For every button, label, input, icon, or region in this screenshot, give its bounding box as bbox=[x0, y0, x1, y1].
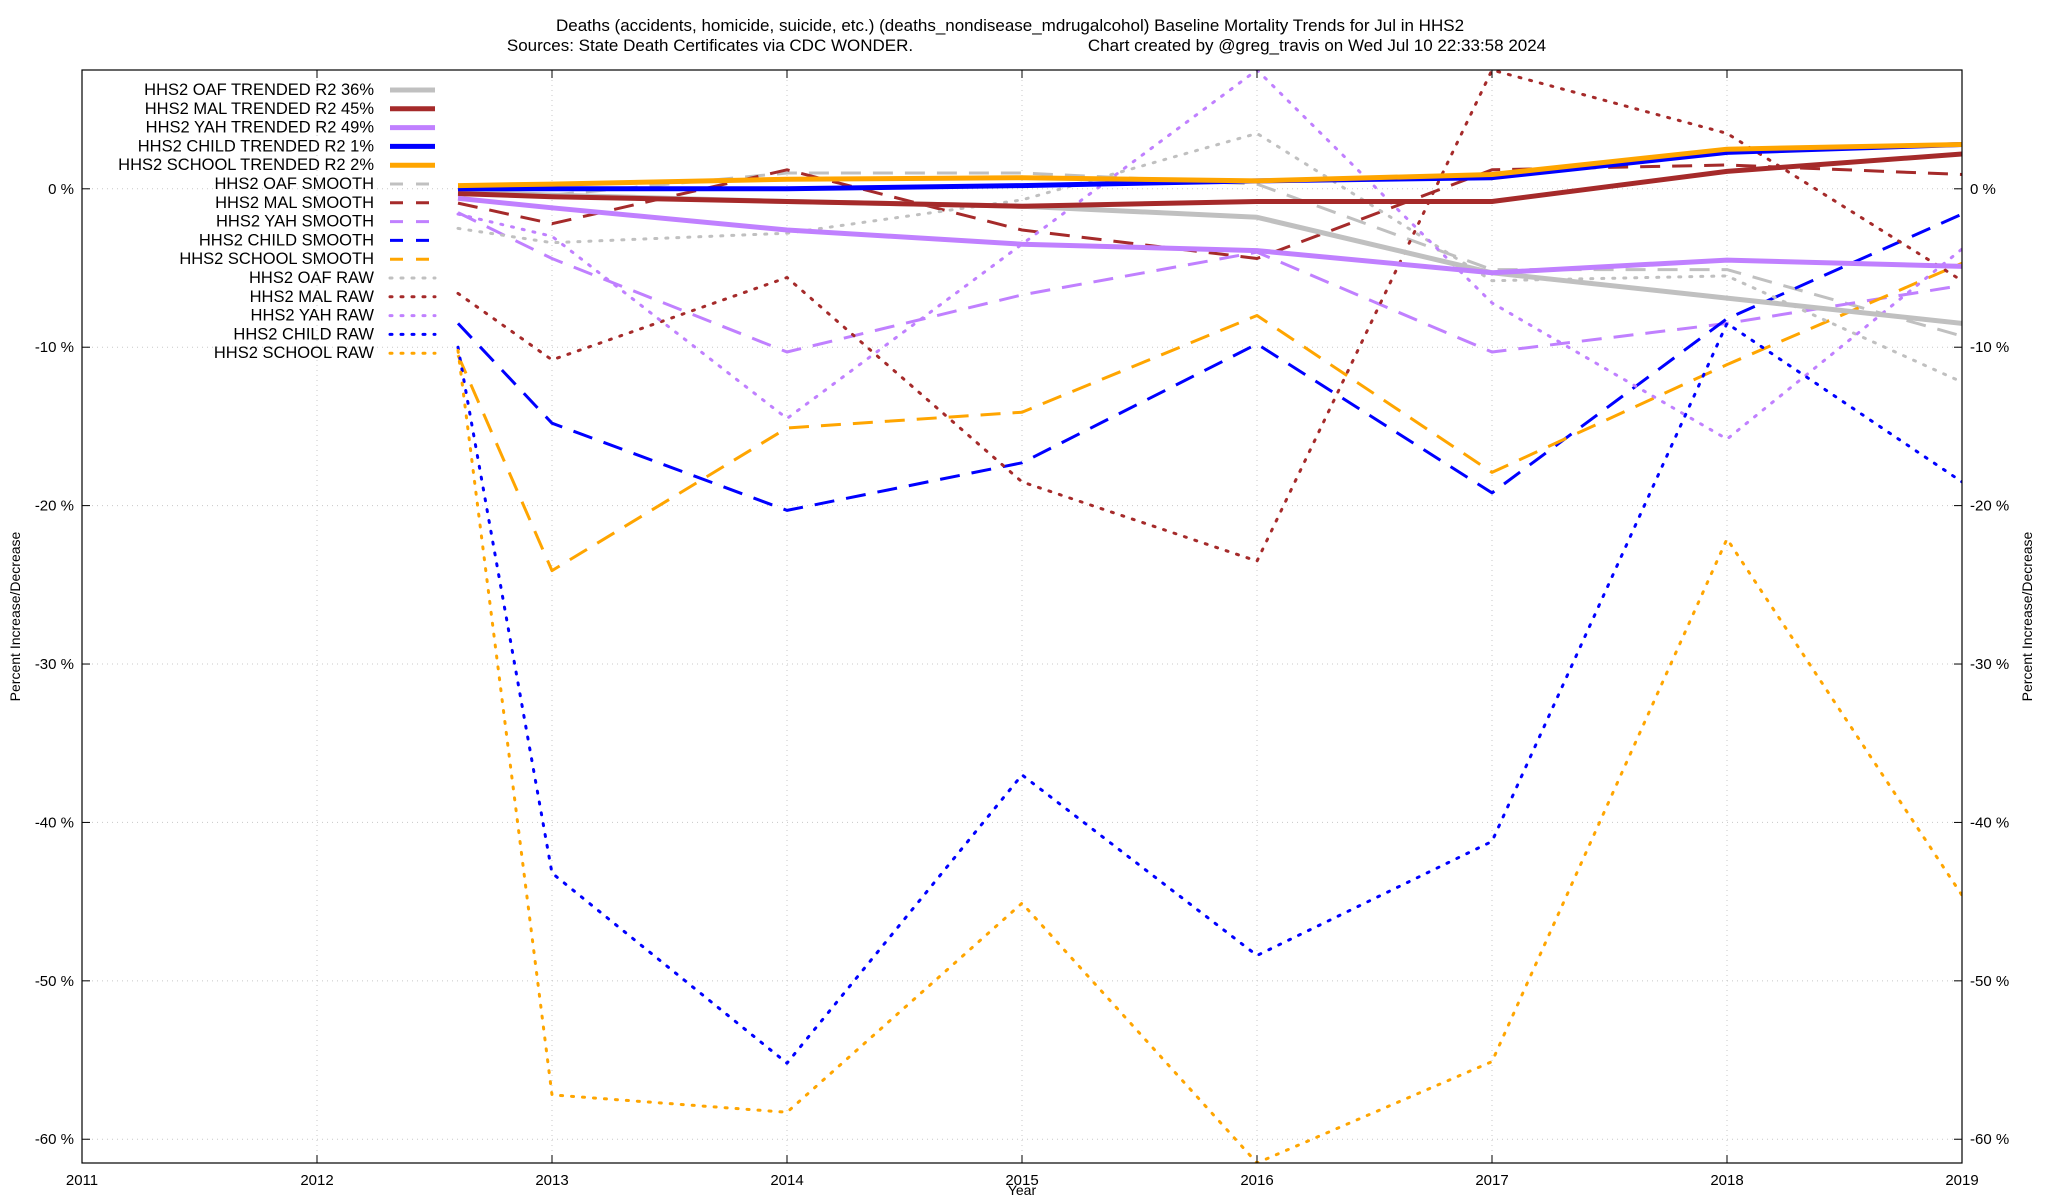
grid-lines bbox=[82, 70, 1962, 1163]
series-line-hhs2-oaf-trended-r2-36 bbox=[457, 189, 1962, 326]
y-tick-label-right: -30 % bbox=[1970, 656, 2009, 673]
x-tick-label: 2011 bbox=[66, 1172, 98, 1189]
y-tick-label-left: -20 % bbox=[35, 498, 74, 515]
legend-label: HHS2 MAL RAW bbox=[250, 288, 375, 306]
series-line-hhs2-school-smooth bbox=[456, 261, 1962, 573]
x-tick-label: 2015 bbox=[1005, 1172, 1038, 1189]
y-tick-label-right: -50 % bbox=[1970, 973, 2009, 990]
y-tick-label-left: -60 % bbox=[35, 1131, 74, 1148]
series-line-hhs2-mal-smooth bbox=[457, 163, 1962, 260]
x-tick-label: 2014 bbox=[770, 1172, 803, 1189]
series-line-hhs2-yah-raw bbox=[456, 70, 1962, 441]
legend-label: HHS2 OAF TRENDED R2 36% bbox=[144, 81, 374, 99]
chart-title: Deaths (accidents, homicide, suicide, et… bbox=[507, 16, 1546, 55]
x-tick-label: 2019 bbox=[1945, 1172, 1978, 1189]
series-line-hhs2-oaf-raw bbox=[456, 131, 1962, 384]
y-axis-label-left: Percent Increase/Decrease bbox=[7, 531, 23, 701]
series-line-hhs2-mal-trended-r2-45 bbox=[457, 151, 1962, 209]
y-tick-label-right: -60 % bbox=[1970, 1131, 2009, 1148]
series-line-hhs2-yah-smooth bbox=[457, 211, 1962, 354]
y-tick-label-left: -40 % bbox=[35, 814, 74, 831]
series-line-hhs2-child-raw bbox=[456, 321, 1962, 1065]
legend-label: HHS2 CHILD TRENDED R2 1% bbox=[138, 137, 375, 155]
legend-label: HHS2 MAL SMOOTH bbox=[215, 194, 374, 212]
legend-label: HHS2 CHILD RAW bbox=[233, 325, 374, 343]
legend-label: HHS2 SCHOOL RAW bbox=[214, 344, 375, 362]
legend-label: HHS2 SCHOOL TRENDED R2 2% bbox=[118, 156, 374, 174]
legend-label: HHS2 OAF SMOOTH bbox=[214, 175, 374, 193]
y-tick-label-left: -50 % bbox=[35, 973, 74, 990]
y-axis-label-right: Percent Increase/Decrease bbox=[2019, 531, 2035, 701]
x-axis-label: Year bbox=[1008, 1182, 1037, 1198]
series-line-hhs2-mal-raw bbox=[456, 70, 1962, 563]
legend-label: HHS2 MAL TRENDED R2 45% bbox=[145, 100, 375, 118]
y-tick-label-left: -30 % bbox=[35, 656, 74, 673]
legend-label: HHS2 YAH SMOOTH bbox=[216, 213, 374, 231]
legend-label: HHS2 CHILD SMOOTH bbox=[199, 231, 374, 249]
x-tick-label: 2016 bbox=[1240, 1172, 1273, 1189]
x-tick-label: 2017 bbox=[1475, 1172, 1508, 1189]
legend: HHS2 OAF TRENDED R2 36%HHS2 MAL TRENDED … bbox=[118, 81, 437, 362]
series-line-hhs2-yah-trended-r2-49 bbox=[457, 195, 1962, 276]
x-tick-label: 2013 bbox=[535, 1172, 568, 1189]
title-sources: Sources: State Death Certificates via CD… bbox=[507, 36, 913, 55]
y-tick-label-left: 0 % bbox=[48, 181, 74, 198]
y-tick-label-right: 0 % bbox=[1970, 181, 1996, 198]
title-credit: Chart created by @greg_travis on Wed Jul… bbox=[1088, 36, 1546, 55]
series-line-hhs2-school-trended-r2-2 bbox=[457, 142, 1962, 189]
legend-label: HHS2 YAH TRENDED R2 49% bbox=[146, 119, 375, 137]
series-line-hhs2-school-raw bbox=[456, 348, 1962, 1163]
title-line-1: Deaths (accidents, homicide, suicide, et… bbox=[556, 16, 1464, 35]
x-tick-label: 2018 bbox=[1710, 1172, 1743, 1189]
axis-ticks: 2011 2012 2013 2014 2015 2016 2017 2018 2019 0 % 0… bbox=[35, 70, 2009, 1189]
series-line-hhs2-child-smooth bbox=[456, 212, 1962, 512]
series-lines bbox=[456, 70, 1962, 1163]
legend-label: HHS2 OAF RAW bbox=[249, 269, 374, 287]
y-tick-label-right: -20 % bbox=[1970, 498, 2009, 515]
x-tick-label: 2012 bbox=[300, 1172, 333, 1189]
series-line-hhs2-child-trended-r2-1 bbox=[458, 142, 1962, 192]
legend-label: HHS2 SCHOOL SMOOTH bbox=[179, 250, 374, 268]
y-tick-label-left: -10 % bbox=[35, 339, 74, 356]
y-tick-label-right: -10 % bbox=[1970, 339, 2009, 356]
legend-label: HHS2 YAH RAW bbox=[251, 307, 375, 325]
y-tick-label-right: -40 % bbox=[1970, 814, 2009, 831]
